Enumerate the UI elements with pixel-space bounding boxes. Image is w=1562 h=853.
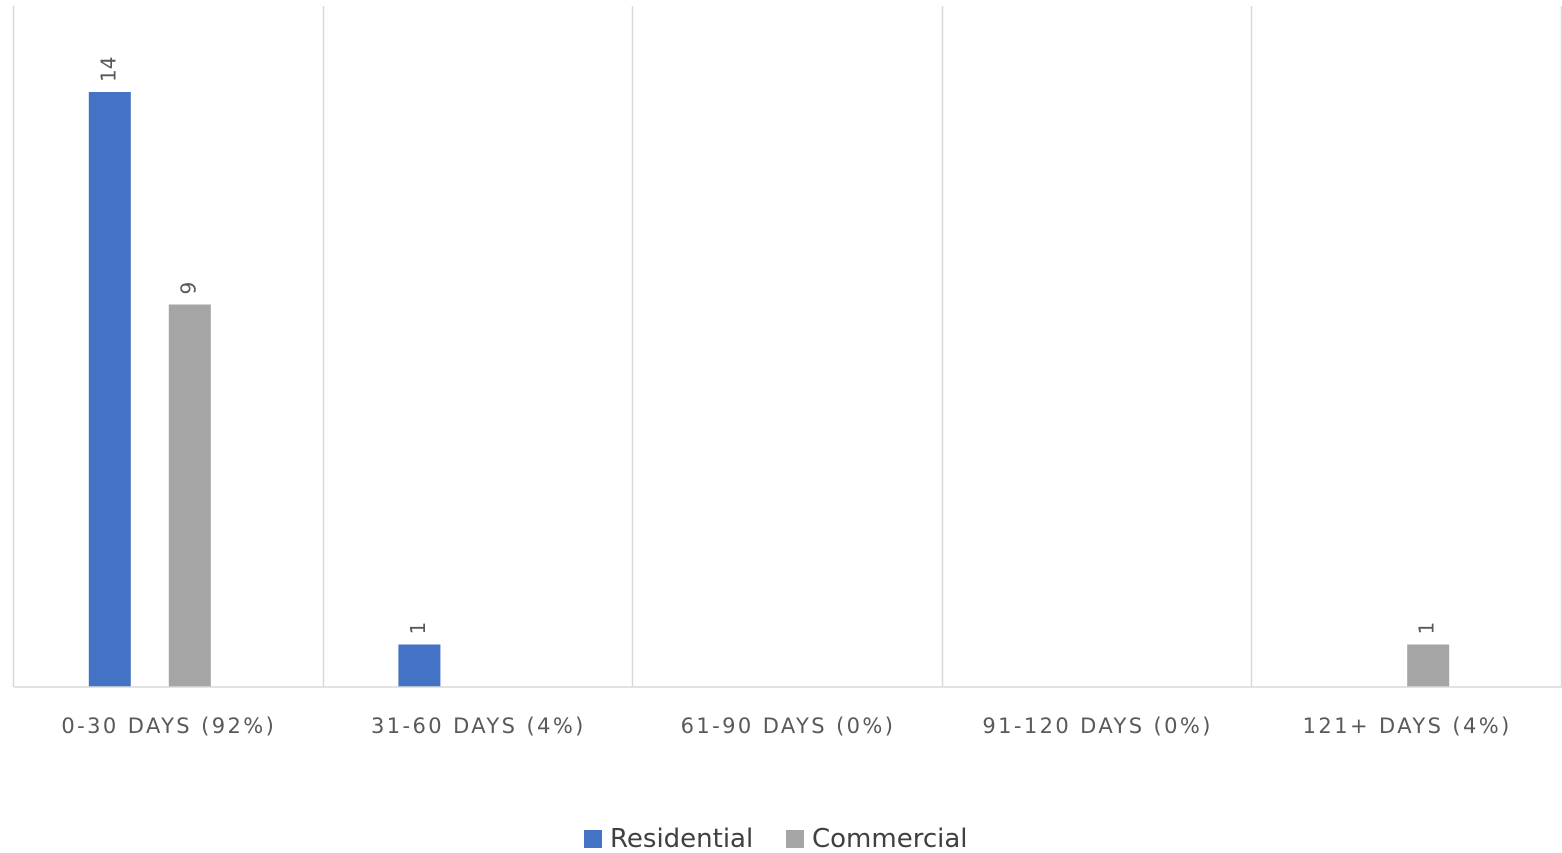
bar-commercial-0: [168, 304, 211, 687]
category-label: 121+ DAYS (4%): [1303, 714, 1512, 738]
legend: Residential Commercial: [584, 824, 968, 853]
data-label: 9: [176, 282, 200, 295]
category-label: 91-120 DAYS (0%): [982, 714, 1213, 738]
legend-label-residential: Residential: [610, 824, 753, 853]
data-labels: 14 1 9 1: [96, 57, 1438, 635]
legend-swatch-commercial: [786, 830, 804, 848]
bars: [88, 92, 1450, 687]
legend-swatch-residential: [584, 830, 602, 848]
data-label: 14: [96, 57, 120, 82]
category-label: 0-30 DAYS (92%): [61, 714, 276, 738]
category-label: 61-90 DAYS (0%): [681, 714, 896, 738]
gridlines: [12, 6, 1562, 687]
data-label: 1: [406, 622, 430, 635]
bar-residential-1: [398, 644, 441, 687]
data-label: 1: [1415, 622, 1439, 635]
category-labels: 0-30 DAYS (92%) 31-60 DAYS (4%) 61-90 DAYS…: [61, 714, 1512, 738]
legend-label-commercial: Commercial: [812, 824, 968, 853]
category-label: 31-60 DAYS (4%): [371, 714, 586, 738]
bar-residential-0: [88, 92, 131, 687]
bar-commercial-4: [1407, 644, 1450, 687]
